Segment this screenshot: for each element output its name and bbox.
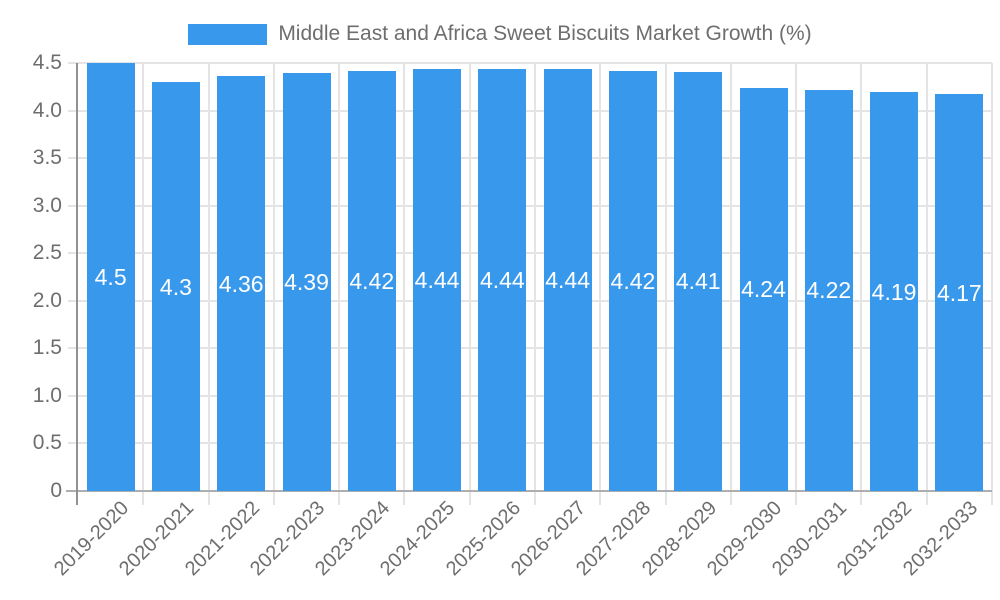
y-tick-label: 3.0	[32, 193, 62, 217]
y-tick-label: 2.5	[32, 241, 62, 265]
bar[interactable]	[217, 76, 266, 491]
bar-value-label: 4.44	[479, 266, 525, 293]
x-tick-mark	[338, 491, 341, 505]
v-gridline	[207, 63, 210, 491]
x-tick-mark	[599, 491, 602, 505]
y-tick-label: 0	[50, 479, 62, 502]
x-axis-line	[66, 490, 992, 492]
y-tick-mark	[68, 347, 78, 350]
bar[interactable]	[608, 70, 657, 491]
v-gridline	[991, 63, 993, 491]
bar-value-label: 4.42	[349, 267, 395, 294]
bar[interactable]	[935, 94, 984, 491]
bar[interactable]	[151, 82, 200, 491]
bar[interactable]	[804, 89, 853, 491]
x-tick-mark	[795, 491, 798, 505]
bar-value-label: 4.39	[284, 269, 329, 296]
y-tick-mark	[68, 299, 78, 302]
legend: Middle East and Africa Sweet Biscuits Ma…	[0, 22, 1000, 46]
bar[interactable]	[86, 63, 135, 491]
x-tick-mark	[729, 491, 732, 505]
bar-value-label: 4.44	[414, 266, 460, 293]
x-tick-mark	[860, 491, 863, 505]
y-tick-mark	[68, 252, 78, 255]
v-gridline	[599, 63, 602, 491]
x-tick-mark	[403, 491, 406, 505]
bar[interactable]	[870, 92, 919, 491]
y-tick-mark	[68, 62, 78, 64]
y-tick-label: 3.5	[32, 146, 62, 170]
y-tick-label: 1.0	[32, 383, 62, 407]
bar-value-label: 4.41	[675, 268, 721, 295]
bar-value-label: 4.42	[610, 267, 656, 294]
y-tick-mark	[68, 157, 78, 160]
v-gridline	[468, 63, 471, 491]
y-tick-label: 1.5	[32, 336, 62, 360]
bar-value-label: 4.36	[218, 270, 264, 297]
x-tick-mark	[142, 491, 145, 505]
y-tick-mark	[68, 204, 78, 207]
bar[interactable]	[478, 68, 527, 491]
v-gridline	[795, 63, 798, 491]
legend-label[interactable]: Middle East and Africa Sweet Biscuits Ma…	[278, 22, 812, 45]
bar-value-label: 4.5	[94, 264, 127, 290]
y-axis-line	[76, 63, 78, 505]
x-tick-mark	[534, 491, 536, 505]
x-tick-mark	[207, 491, 210, 505]
v-gridline	[142, 63, 145, 491]
x-tick-mark	[925, 491, 928, 505]
v-gridline	[534, 63, 536, 491]
bar-value-label: 4.3	[159, 273, 192, 300]
bar[interactable]	[347, 70, 396, 491]
x-tick-mark	[991, 491, 993, 505]
x-tick-mark	[468, 491, 471, 505]
x-tick-mark	[272, 491, 275, 505]
y-tick-label: 0.5	[32, 431, 62, 455]
bar-value-label: 4.24	[741, 276, 786, 303]
y-tick-label: 4.5	[32, 51, 62, 74]
y-tick-mark	[68, 394, 78, 397]
bar-value-label: 4.22	[806, 277, 852, 304]
v-gridline	[860, 63, 863, 491]
bar[interactable]	[282, 73, 331, 491]
v-gridline	[272, 63, 275, 491]
bar-value-label: 4.19	[871, 278, 917, 305]
v-gridline	[338, 63, 341, 491]
v-gridline	[403, 63, 406, 491]
bar[interactable]	[543, 68, 592, 491]
v-gridline	[925, 63, 928, 491]
bar[interactable]	[674, 71, 723, 491]
bar-value-label: 4.17	[936, 279, 982, 306]
v-gridline	[664, 63, 667, 491]
bar[interactable]	[739, 87, 788, 491]
y-tick-label: 2.0	[32, 288, 62, 312]
v-gridline	[729, 63, 732, 491]
bar[interactable]	[413, 68, 462, 491]
legend-swatch[interactable]	[188, 23, 268, 45]
y-tick-mark	[68, 442, 78, 445]
y-tick-label: 4.0	[32, 98, 62, 122]
x-tick-mark	[664, 491, 667, 505]
bar-value-label: 4.44	[545, 266, 591, 293]
y-tick-mark	[68, 109, 78, 112]
